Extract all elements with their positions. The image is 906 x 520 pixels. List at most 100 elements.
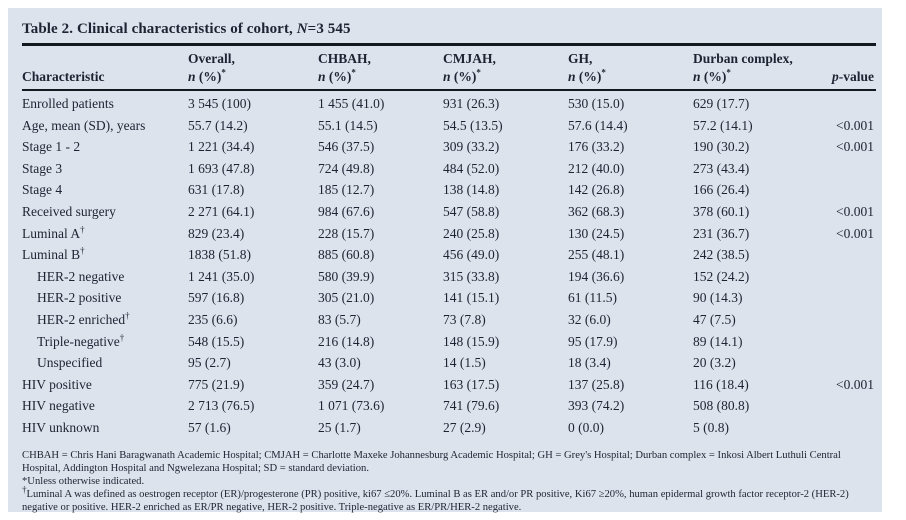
cell-gh: 0 (0.0) [568, 419, 604, 435]
cell-gh: 130 (24.5) [568, 225, 625, 241]
column-header-characteristic: Characteristic [22, 50, 188, 89]
cmjah-header-label: CMJAH, [443, 51, 496, 66]
cell-chbah: 1 071 (73.6) [318, 398, 385, 414]
cell-gh: 530 (15.0) [568, 96, 625, 111]
cell-p [823, 287, 876, 309]
durban-subheader: n (%)* [693, 67, 731, 84]
overall-subheader: n (%)* [188, 67, 226, 84]
column-header-chbah: CHBAH, n (%)* [318, 50, 443, 89]
cell-chbah: 546 (37.5) [318, 139, 375, 155]
cell-durban: 90 (14.3) [693, 290, 743, 306]
cell-gh: 255 (48.1) [568, 247, 625, 263]
cell-chbah: 216 (14.8) [318, 333, 375, 349]
cell-overall: 3 545 (100) [188, 96, 251, 111]
cell-overall: 95 (2.7) [188, 355, 231, 371]
table-title-prefix: Table 2. Clinical characteristics of coh… [22, 21, 297, 37]
row-label: HIV negative [22, 398, 95, 414]
cell-cmjah: 931 (26.3) [443, 96, 500, 111]
cmjah-subheader: n (%)* [443, 67, 481, 84]
cell-gh: 142 (26.8) [568, 182, 625, 198]
table-row: Received surgery 2 271 (64.1) 984 (67.6)… [22, 201, 876, 223]
cell-chbah: 55.1 (14.5) [318, 117, 378, 133]
cell-cmjah: 54.5 (13.5) [443, 117, 503, 133]
cell-gh: 18 (3.4) [568, 355, 611, 371]
cell-cmjah: 148 (15.9) [443, 333, 500, 349]
column-header-durban: Durban complex, n (%)* [693, 50, 823, 89]
chbah-header-label: CHBAH, [318, 51, 371, 66]
row-label: Triple-negative† [37, 332, 125, 349]
row-label: Unspecified [37, 355, 103, 371]
cell-durban: 378 (60.1) [693, 203, 750, 219]
cell-overall: 829 (23.4) [188, 225, 245, 241]
cell-chbah: 305 (21.0) [318, 290, 375, 306]
row-label: HIV unknown [22, 419, 100, 435]
cell-chbah: 25 (1.7) [318, 419, 361, 435]
cell-chbah: 185 (12.7) [318, 182, 375, 198]
cell-gh: 61 (11.5) [568, 290, 617, 306]
cell-chbah: 580 (39.9) [318, 268, 375, 284]
cell-cmjah: 141 (15.1) [443, 290, 500, 306]
cell-gh: 57.6 (14.4) [568, 117, 628, 133]
row-label: Received surgery [22, 203, 116, 219]
cell-cmjah: 547 (58.8) [443, 203, 500, 219]
cell-gh: 393 (74.2) [568, 398, 625, 414]
row-label: HER-2 negative [37, 268, 125, 284]
cell-gh: 176 (33.2) [568, 139, 625, 155]
cell-overall: 597 (16.8) [188, 290, 245, 306]
column-header-gh: GH, n (%)* [568, 50, 693, 89]
table-row: Unspecified 95 (2.7) 43 (3.0) 14 (1.5) 1… [22, 352, 876, 374]
cell-p: <0.001 [836, 225, 874, 241]
table-title: Table 2. Clinical characteristics of coh… [22, 14, 876, 46]
cell-p: <0.001 [836, 139, 874, 155]
cell-cmjah: 456 (49.0) [443, 247, 500, 263]
cell-chbah: 228 (15.7) [318, 225, 375, 241]
cell-chbah: 724 (49.8) [318, 160, 375, 176]
cell-p [823, 395, 876, 417]
row-label: HIV positive [22, 376, 92, 392]
table-row: HER-2 positive 597 (16.8) 305 (21.0) 141… [22, 287, 876, 309]
cell-durban: 5 (0.8) [693, 419, 729, 435]
cell-cmjah: 138 (14.8) [443, 182, 500, 198]
cell-overall: 1838 (51.8) [188, 247, 251, 263]
cell-durban: 47 (7.5) [693, 311, 736, 327]
cell-p [823, 244, 876, 266]
row-label: Enrolled patients [22, 96, 114, 111]
cell-chbah: 984 (67.6) [318, 203, 375, 219]
cell-chbah: 43 (3.0) [318, 355, 361, 371]
cell-overall: 235 (6.6) [188, 311, 238, 327]
table-row: Luminal B† 1838 (51.8) 885 (60.8) 456 (4… [22, 244, 876, 266]
cell-p [823, 309, 876, 331]
table-footnotes: CHBAH = Chris Hani Baragwanath Academic … [22, 449, 876, 515]
gh-header-label: GH, [568, 51, 593, 66]
cell-durban: 89 (14.1) [693, 333, 743, 349]
cell-overall: 57 (1.6) [188, 419, 231, 435]
row-label: Luminal B† [22, 245, 85, 263]
cell-durban: 273 (43.4) [693, 160, 750, 176]
cell-durban: 116 (18.4) [693, 376, 749, 392]
chbah-subheader: n (%)* [318, 67, 356, 84]
cell-overall: 55.7 (14.2) [188, 117, 248, 133]
table-row: Age, mean (SD), years 55.7 (14.2) 55.1 (… [22, 115, 876, 137]
cell-overall: 775 (21.9) [188, 376, 245, 392]
row-label: Age, mean (SD), years [22, 117, 146, 133]
cell-overall: 2 713 (76.5) [188, 398, 255, 414]
cell-cmjah: 73 (7.8) [443, 311, 486, 327]
cell-gh: 32 (6.0) [568, 311, 611, 327]
cell-durban: 20 (3.2) [693, 355, 736, 371]
cell-durban: 629 (17.7) [693, 96, 750, 111]
table-row: Stage 4 631 (17.8) 185 (12.7) 138 (14.8)… [22, 179, 876, 201]
cell-durban: 166 (26.4) [693, 182, 750, 198]
cell-p [823, 352, 876, 374]
cell-durban: 242 (38.5) [693, 247, 750, 263]
table-row: Enrolled patients 3 545 (100) 1 455 (41.… [22, 93, 876, 115]
table-row: Stage 1 - 2 1 221 (34.4) 546 (37.5) 309 … [22, 136, 876, 158]
cell-cmjah: 315 (33.8) [443, 268, 500, 284]
cell-p: <0.001 [836, 203, 874, 219]
cell-p [823, 179, 876, 201]
overall-header-label: Overall, [188, 51, 235, 66]
cell-cmjah: 14 (1.5) [443, 355, 486, 371]
cell-cmjah: 240 (25.8) [443, 225, 500, 241]
table-header-row: Characteristic Overall, n (%)* CHBAH, n … [22, 46, 876, 91]
cell-chbah: 885 (60.8) [318, 247, 375, 263]
cell-gh: 212 (40.0) [568, 160, 625, 176]
